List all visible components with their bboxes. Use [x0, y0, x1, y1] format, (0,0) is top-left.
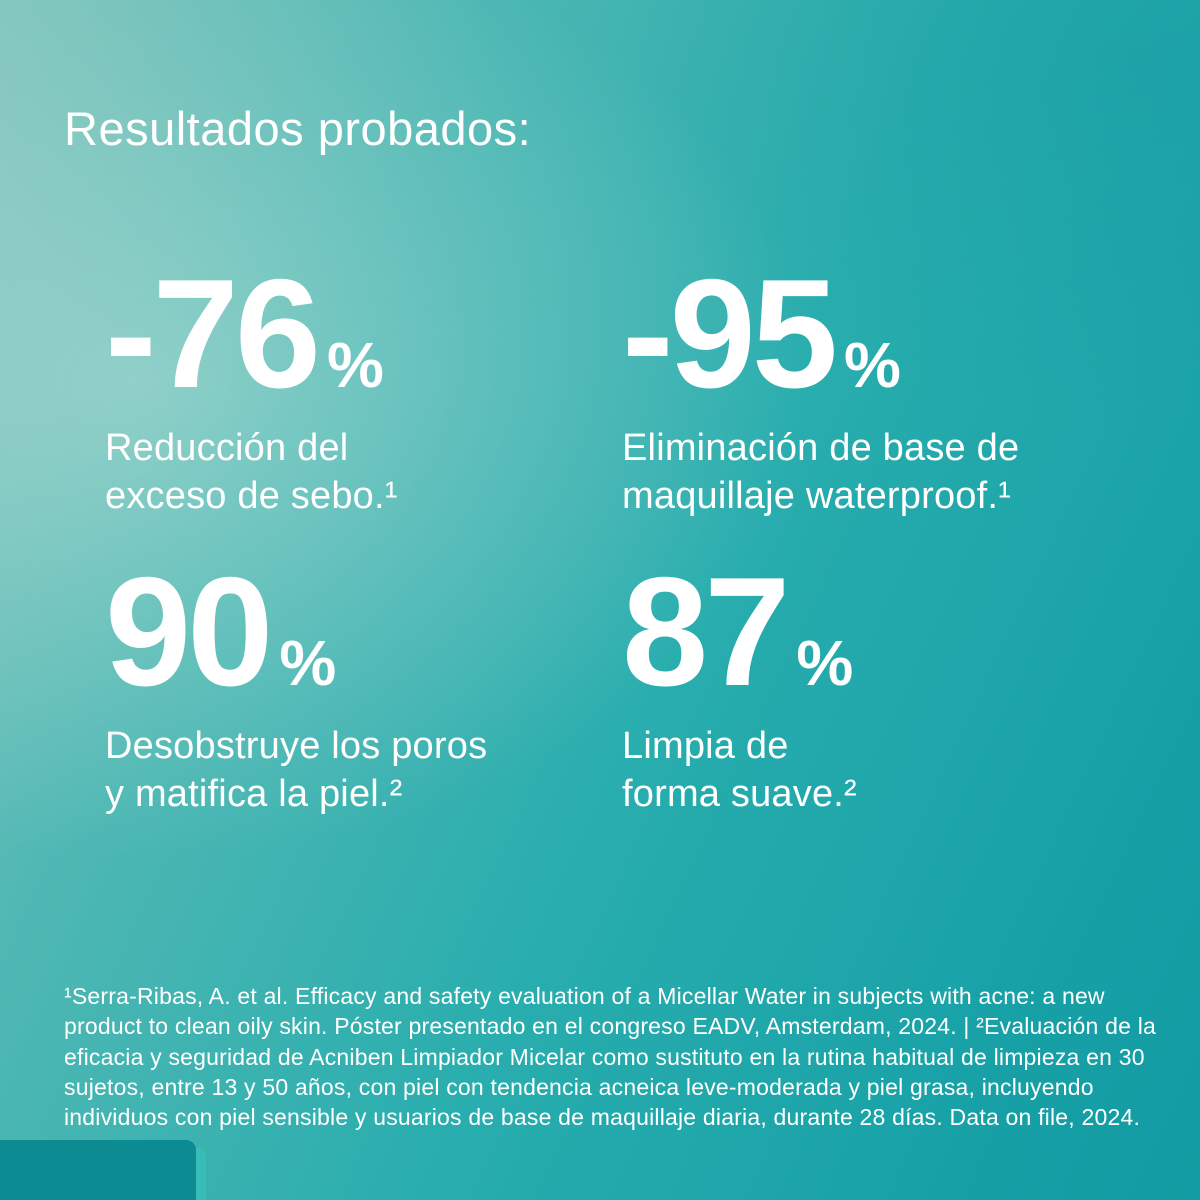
percent-sign: % [844, 329, 901, 401]
stat-number-row: -95 % [622, 256, 1142, 411]
stat-caption: Desobstruye los poros y matifica la piel… [105, 725, 488, 815]
stat-caption: Eliminación de base de maquillaje waterp… [622, 427, 1020, 517]
stat-value: -95 [622, 247, 838, 420]
stat-number-row: 90 % [105, 554, 625, 709]
stat-value: -76 [105, 247, 321, 420]
stat-value: 90 [105, 545, 273, 718]
stat-makeup-removal: -95 % Eliminación de base de maquillaje … [622, 256, 1142, 521]
product-corner-highlight [196, 1148, 206, 1200]
footnote-references: ¹Serra-Ribas, A. et al. Efficacy and saf… [64, 983, 1156, 1131]
product-corner-shape [0, 1140, 196, 1200]
stat-sebum-reduction: -76 % Reducción del exceso de sebo.¹ [105, 256, 625, 521]
percent-sign: % [327, 329, 384, 401]
stat-number-row: 87 % [622, 554, 1142, 709]
percent-sign: % [279, 627, 337, 699]
stat-unclogs-pores: 90 % Desobstruye los poros y matifica la… [105, 554, 625, 819]
stat-value: 87 [622, 545, 790, 718]
percent-sign: % [796, 627, 854, 699]
stat-gentle-cleansing: 87 % Limpia de forma suave.² [622, 554, 1142, 819]
stat-caption: Limpia de forma suave.² [622, 725, 857, 815]
page-title: Resultados probados: [64, 102, 532, 156]
stat-number-row: -76 % [105, 256, 625, 411]
stat-caption: Reducción del exceso de sebo.¹ [105, 427, 398, 517]
